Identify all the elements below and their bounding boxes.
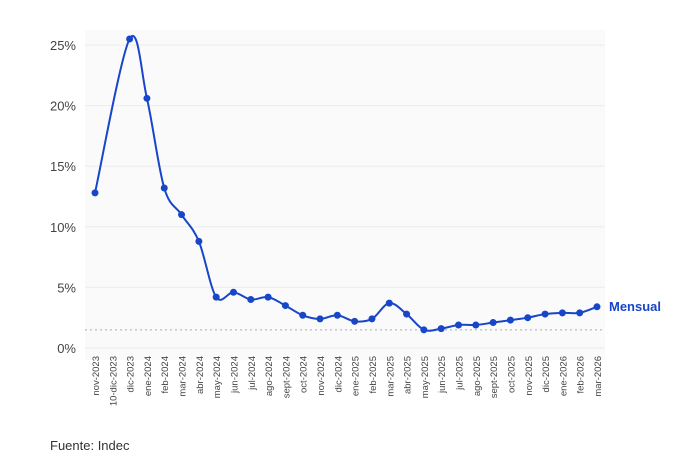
data-point — [506, 316, 514, 324]
x-tick-label: mar-2024 — [178, 356, 189, 397]
x-tick-label: ene-2025 — [351, 356, 362, 396]
data-point — [541, 310, 549, 318]
data-point — [593, 303, 601, 311]
data-point — [558, 309, 566, 317]
data-point — [281, 302, 289, 310]
x-tick-label: abr-2024 — [195, 356, 206, 394]
data-point — [178, 211, 186, 219]
x-tick-label: sept-2025 — [489, 356, 500, 398]
x-tick-label: ene-2026 — [558, 356, 569, 396]
data-point — [229, 288, 237, 296]
y-tick-label: 0% — [57, 341, 76, 356]
data-point — [333, 311, 341, 319]
x-tick-label: abr-2025 — [403, 356, 414, 394]
x-tick-label: feb-2026 — [576, 356, 587, 394]
x-tick-label: 10-dic-2023 — [108, 356, 119, 406]
x-tick-label: may-2025 — [420, 356, 431, 398]
x-tick-label: dic-2024 — [333, 356, 344, 392]
data-point — [126, 35, 134, 43]
x-tick-label: jun-2025 — [437, 356, 448, 394]
x-tick-label: ago-2024 — [264, 356, 275, 396]
data-point — [385, 299, 393, 307]
data-point — [143, 94, 151, 102]
data-point — [91, 189, 99, 197]
x-tick-label: dic-2023 — [126, 356, 137, 392]
x-tick-label: may-2024 — [212, 356, 223, 398]
y-tick-label: 20% — [50, 99, 76, 114]
data-point — [195, 237, 203, 245]
data-point — [472, 321, 480, 329]
x-tick-label: feb-2024 — [160, 356, 171, 394]
data-point — [576, 309, 584, 317]
y-tick-label: 5% — [57, 280, 76, 295]
x-tick-label: ago-2025 — [472, 356, 483, 396]
data-point — [489, 319, 497, 327]
data-point — [437, 325, 445, 333]
data-point — [403, 310, 411, 318]
data-point — [455, 321, 463, 329]
y-tick-label: 25% — [50, 38, 76, 53]
y-tick-label: 10% — [50, 220, 76, 235]
x-tick-label: jul-2025 — [455, 356, 466, 391]
source-note: Fuente: Indec — [50, 438, 130, 453]
x-tick-label: mar-2026 — [593, 356, 604, 397]
x-tick-label: ene-2024 — [143, 356, 154, 396]
x-tick-label: dic-2025 — [541, 356, 552, 392]
data-point — [247, 296, 255, 304]
x-tick-label: jun-2024 — [229, 356, 240, 394]
series-label: Mensual — [609, 299, 661, 314]
x-tick-label: mar-2025 — [385, 356, 396, 397]
data-point — [264, 293, 272, 301]
x-tick-label: nov-2025 — [524, 356, 535, 396]
x-tick-label: sept-2024 — [281, 356, 292, 398]
data-point — [316, 315, 324, 323]
data-point — [160, 184, 168, 192]
data-point — [212, 293, 220, 301]
data-point — [524, 314, 532, 322]
data-point — [420, 326, 428, 334]
x-tick-label: nov-2023 — [91, 356, 102, 396]
x-tick-label: nov-2024 — [316, 356, 327, 396]
x-tick-label: oct-2024 — [299, 356, 310, 393]
data-point — [351, 317, 359, 325]
x-tick-label: jul-2024 — [247, 356, 258, 391]
plot-background — [85, 30, 605, 360]
x-tick-label: oct-2025 — [506, 356, 517, 393]
x-tick-label: feb-2025 — [368, 356, 379, 394]
y-tick-label: 15% — [50, 159, 76, 174]
data-point — [299, 311, 307, 319]
data-point — [368, 315, 376, 323]
